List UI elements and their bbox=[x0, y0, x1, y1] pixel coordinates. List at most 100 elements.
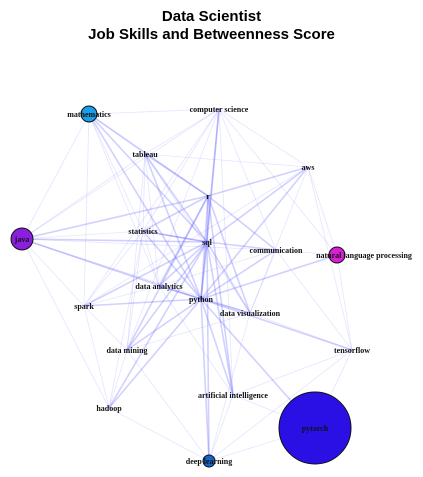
edge-sql-aws bbox=[206, 166, 309, 243]
edge-computer_science-mathematics bbox=[88, 108, 220, 115]
edge-artificial_intelligence-sql bbox=[206, 241, 234, 396]
edge-spark-computer_science bbox=[83, 108, 220, 307]
labels-layer: mathematics computer science tableau aws r ja… bbox=[14, 105, 412, 466]
edge-tableau-statistics bbox=[142, 153, 146, 232]
edge-python-computer_science bbox=[200, 108, 220, 300]
edge-nlp-communication bbox=[275, 249, 338, 256]
edge-aws-data_visualization bbox=[249, 166, 309, 314]
edge-sql-data_mining bbox=[126, 241, 208, 351]
edge-hadoop-deep_learning bbox=[108, 407, 210, 462]
edge-deep_learning-sql bbox=[206, 241, 210, 462]
edge-sql-computer_science bbox=[206, 108, 220, 243]
edge-mathematics-java bbox=[21, 113, 90, 240]
edge-nlp-aws bbox=[307, 166, 338, 256]
edge-hadoop-statistics bbox=[108, 230, 144, 409]
node-label-tableau: tableau bbox=[132, 150, 158, 159]
edge-tensorflow-data_visualization bbox=[249, 312, 353, 351]
edge-statistics-mathematics bbox=[88, 113, 144, 232]
edge-python-statistics bbox=[142, 230, 202, 300]
edge-python-data_visualization bbox=[200, 298, 251, 314]
node-label-pytorch: pytorch bbox=[302, 424, 329, 433]
edge-sql-r bbox=[206, 195, 209, 243]
edge-r-aws bbox=[207, 166, 309, 197]
node-label-sql: sql bbox=[202, 238, 213, 247]
node-label-statistics: statistics bbox=[128, 227, 157, 236]
edge-java-data_visualization bbox=[21, 238, 251, 314]
nodes-layer bbox=[10, 105, 352, 468]
edge-python-tensorflow bbox=[200, 298, 353, 351]
edge-python-aws bbox=[200, 166, 309, 300]
edge-sql-spark bbox=[83, 241, 208, 307]
edge-tensorflow-nlp bbox=[336, 254, 353, 351]
edge-sql-tableau bbox=[144, 153, 208, 243]
title-line-1: Data Scientist bbox=[161, 8, 262, 25]
edge-python-java bbox=[21, 238, 202, 300]
edge-artificial_intelligence-data_analytics bbox=[158, 285, 234, 396]
edge-data_visualization-data_mining bbox=[126, 312, 251, 351]
edge-python-r bbox=[200, 195, 209, 300]
chart-title: Data Scientist Job Skills and Betweennes… bbox=[0, 8, 423, 44]
edge-mathematics-tableau bbox=[88, 113, 146, 155]
edge-tableau-aws bbox=[144, 153, 309, 168]
edge-java-computer_science bbox=[21, 108, 220, 240]
node-label-data-analytics: data analytics bbox=[135, 282, 182, 291]
edge-java-statistics bbox=[21, 230, 144, 240]
edge-data_analytics-data_visualization bbox=[158, 285, 251, 314]
edge-statistics-sql bbox=[142, 230, 208, 243]
edge-python-sql bbox=[200, 241, 208, 300]
title-line-2: Job Skills and Betweenness Score bbox=[88, 26, 335, 43]
edge-r-mathematics bbox=[88, 113, 209, 197]
node-label-hadoop: hadoop bbox=[96, 404, 122, 413]
edge-python-hadoop bbox=[108, 298, 202, 409]
node-label-java: java bbox=[14, 235, 30, 244]
edge-python-nlp bbox=[200, 254, 338, 300]
edge-java-communication bbox=[21, 238, 277, 251]
node-label-nlp: natural language processing bbox=[316, 251, 412, 260]
node-label-communication: communication bbox=[250, 246, 303, 255]
edge-python-spark bbox=[83, 298, 202, 307]
edge-aws-spark bbox=[83, 166, 309, 307]
node-label-deep-learning: deep learning bbox=[186, 457, 232, 466]
node-deep-learning bbox=[202, 454, 216, 468]
edge-python-data_mining bbox=[126, 298, 202, 351]
edge-sql-communication bbox=[206, 241, 277, 251]
edge-python-artificial_intelligence bbox=[200, 298, 234, 396]
edge-java-hadoop bbox=[21, 238, 110, 409]
edge-sql-statistics bbox=[142, 230, 208, 243]
node-nlp bbox=[328, 246, 346, 264]
edge-tableau-computer_science bbox=[144, 108, 220, 155]
edge-communication-data_analytics bbox=[158, 249, 277, 287]
node-label-spark: spark bbox=[74, 302, 94, 311]
edge-java-spark bbox=[21, 238, 85, 307]
edge-data_mining-hadoop bbox=[108, 349, 128, 409]
node-label-aws: aws bbox=[302, 163, 315, 172]
edge-data_mining-statistics bbox=[126, 230, 144, 351]
edge-mathematics-data_analytics bbox=[88, 113, 160, 287]
edge-sql-data_analytics bbox=[158, 241, 208, 287]
edge-communication-data_visualization bbox=[249, 249, 277, 314]
edge-r-data_visualization bbox=[207, 195, 251, 314]
edge-artificial_intelligence-deep_learning bbox=[208, 394, 234, 462]
edge-python-communication bbox=[200, 249, 277, 300]
node-label-r: r bbox=[206, 192, 210, 201]
edge-sql-hadoop bbox=[108, 241, 208, 409]
edge-spark-data_mining bbox=[83, 305, 128, 351]
edge-python-mathematics bbox=[88, 113, 202, 300]
node-label-data-mining: data mining bbox=[106, 346, 147, 355]
node-label-artificial-intelligence: artificial intelligence bbox=[198, 391, 268, 400]
edge-artificial_intelligence-tensorflow bbox=[232, 349, 353, 396]
edge-r-communication bbox=[207, 195, 277, 251]
edge-artificial_intelligence-computer_science bbox=[218, 108, 234, 396]
edge-artificial_intelligence-r bbox=[207, 195, 234, 396]
node-java bbox=[10, 227, 34, 251]
edge-deep_learning-data_mining bbox=[126, 349, 210, 462]
edge-r-statistics bbox=[142, 195, 209, 232]
edge-computer_science-data_mining bbox=[126, 108, 220, 351]
node-label-tensorflow: tensorflow bbox=[334, 346, 370, 355]
edge-communication-tensorflow bbox=[275, 249, 353, 351]
edge-data_analytics-tableau bbox=[144, 153, 160, 287]
node-label-mathematics: mathematics bbox=[67, 110, 111, 119]
node-pytorch bbox=[278, 391, 352, 465]
edge-aws-computer_science bbox=[218, 108, 309, 168]
edge-nlp-computer_science bbox=[218, 108, 338, 256]
